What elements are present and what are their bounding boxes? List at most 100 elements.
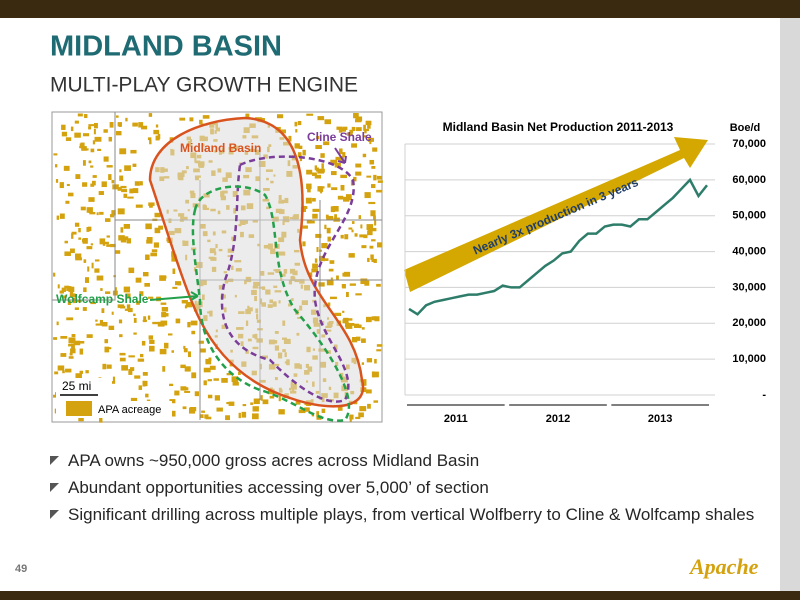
acreage-speck (101, 181, 107, 188)
acreage-speck (152, 321, 159, 325)
acreage-speck (376, 283, 381, 287)
acreage-speck (371, 227, 377, 232)
acreage-speck (355, 171, 362, 176)
acreage-speck (340, 184, 345, 191)
acreage-speck (88, 124, 95, 127)
acreage-speck (64, 240, 68, 244)
acreage-speck (172, 268, 176, 274)
acreage-speck (102, 363, 107, 370)
acreage-speck (327, 236, 331, 242)
legend-swatch (66, 401, 92, 416)
acreage-speck (147, 137, 152, 141)
acreage-speck (64, 251, 71, 256)
acreage-speck (351, 229, 354, 233)
acreage-speck (61, 124, 66, 130)
acreage-speck (100, 288, 103, 291)
acreage-speck (90, 243, 94, 246)
acreage-speck (355, 119, 362, 123)
acreage-speck (87, 266, 90, 272)
acreage-speck (62, 370, 65, 374)
acreage-speck (67, 300, 71, 305)
acreage-speck (209, 365, 216, 370)
acreage-speck (130, 149, 137, 154)
acreage-speck (327, 183, 331, 188)
acreage-speck (363, 124, 366, 131)
acreage-speck (129, 188, 134, 194)
acreage-speck (354, 233, 358, 237)
acreage-speck (365, 120, 372, 126)
acreage-speck (104, 346, 110, 353)
acreage-speck (74, 307, 79, 310)
acreage-speck (367, 124, 371, 129)
acreage-speck (306, 183, 312, 189)
acreage-speck (262, 399, 269, 405)
acreage-speck (109, 122, 114, 128)
acreage-speck (66, 286, 72, 291)
acreage-speck (364, 192, 371, 199)
acreage-speck (234, 377, 238, 380)
acreage-speck (183, 387, 189, 391)
acreage-speck (191, 372, 197, 379)
acreage-speck (322, 258, 329, 261)
y-tick-label: 50,000 (732, 210, 766, 222)
acreage-speck (351, 126, 356, 132)
acreage-speck (329, 296, 337, 300)
acreage-speck (160, 320, 168, 326)
acreage-speck (110, 243, 116, 248)
acreage-speck (175, 318, 181, 324)
acreage-speck (105, 291, 111, 294)
acreage-speck (82, 307, 87, 311)
acreage-speck (349, 283, 356, 286)
acreage-speck (97, 148, 102, 151)
acreage-speck (106, 165, 113, 168)
acreage-speck (342, 319, 346, 324)
acreage-speck (250, 402, 254, 405)
acreage-speck (138, 122, 144, 128)
acreage-speck (98, 191, 104, 196)
acreage-speck (360, 224, 363, 229)
cline-pointer (334, 147, 347, 164)
acreage-speck (68, 337, 76, 344)
acreage-speck (199, 348, 206, 353)
acreage-speck (252, 406, 259, 412)
acreage-speck (323, 141, 330, 146)
acreage-speck (94, 259, 100, 262)
acreage-speck (153, 129, 160, 135)
acreage-speck (106, 244, 111, 247)
acreage-speck (355, 293, 362, 296)
acreage-speck (62, 295, 66, 299)
acreage-speck (201, 410, 206, 413)
acreage-speck (346, 291, 349, 298)
acreage-speck (139, 291, 144, 296)
acreage-speck (160, 302, 167, 305)
bullet: APA owns ~950,000 gross acres across Mid… (50, 449, 783, 472)
acreage-speck (343, 271, 351, 277)
acreage-speck (320, 188, 323, 194)
acreage-speck (149, 339, 155, 344)
acreage-speck (81, 146, 87, 151)
acreage-speck (334, 312, 342, 316)
acreage-speck (342, 310, 345, 313)
acreage-speck (148, 113, 153, 117)
acreage-speck (103, 156, 109, 162)
acreage-speck (172, 286, 178, 289)
acreage-speck (91, 180, 96, 186)
acreage-speck (128, 368, 133, 375)
acreage-speck (374, 220, 377, 226)
acreage-speck (75, 253, 82, 259)
acreage-speck (180, 364, 186, 369)
acreage-speck (87, 226, 92, 232)
acreage-speck (54, 371, 59, 375)
acreage-speck (148, 345, 155, 352)
acreage-speck (133, 313, 136, 317)
acreage-speck (330, 159, 338, 165)
acreage-speck (349, 414, 354, 420)
acreage-speck (90, 183, 95, 187)
acreage-speck (95, 323, 103, 326)
scale-label: 25 mi (62, 379, 91, 393)
acreage-speck (99, 238, 106, 245)
map-label: Wolfcamp Shale (56, 292, 149, 306)
acreage-speck (82, 237, 88, 244)
acreage-speck (331, 187, 338, 191)
acreage-speck (111, 311, 114, 315)
